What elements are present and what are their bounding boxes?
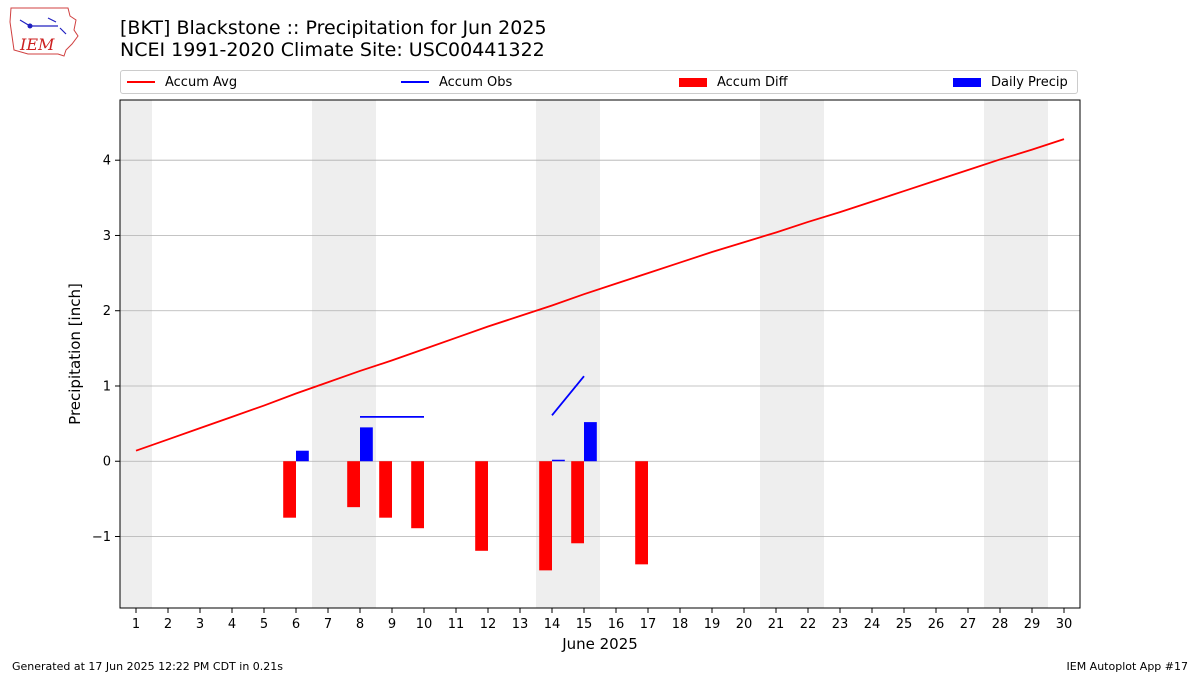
x-tick-label: 25 <box>896 617 913 632</box>
weekend-shade-0 <box>120 100 152 608</box>
x-tick-label: 30 <box>1056 617 1073 632</box>
x-tick-label: 20 <box>736 617 753 632</box>
iem-logo: IEM <box>9 7 79 57</box>
accum-avg-line <box>135 138 1065 452</box>
x-tick-label: 1 <box>132 617 140 632</box>
x-tick-label: 18 <box>672 617 689 632</box>
y-tick-label: 3 <box>103 229 111 244</box>
chart-title: [BKT] Blackstone :: Precipitation for Ju… <box>120 17 547 39</box>
footer-app-text: IEM Autoplot App #17 <box>1066 660 1189 673</box>
plot-frame <box>119 99 1081 609</box>
legend-swatch-daily-precip <box>953 77 981 87</box>
y-tick-label: 1 <box>103 379 111 394</box>
x-tick-label: 26 <box>928 617 945 632</box>
legend-swatch-accum-avg <box>127 81 155 83</box>
legend-item-accum-avg: Accum Avg <box>127 71 237 93</box>
legend-label-accum-obs: Accum Obs <box>439 74 513 90</box>
daily-precip-bar-day-14 <box>552 459 565 462</box>
x-tick-label: 8 <box>356 617 364 632</box>
weekend-shading-layer <box>120 100 1048 608</box>
daily-precip-bar-day-8 <box>360 427 373 462</box>
accum-obs-line-segment-1 <box>551 375 585 416</box>
y-tick-label: −1 <box>92 530 111 545</box>
x-tick-label: 6 <box>292 617 300 632</box>
bars-layer <box>283 422 648 571</box>
daily-precip-bar-day-6 <box>296 450 309 462</box>
legend-item-accum-obs: Accum Obs <box>401 71 512 93</box>
weekend-shade-1 <box>312 100 376 608</box>
y-axis-title: Precipitation [inch] <box>66 283 84 425</box>
x-tick-label: 10 <box>416 617 433 632</box>
iem-logo-text: IEM <box>19 35 55 54</box>
accum-diff-bar-day-17 <box>635 461 648 565</box>
accum-diff-bar-day-14 <box>539 461 552 571</box>
x-tick-label: 2 <box>164 617 172 632</box>
x-tick-label: 7 <box>324 617 332 632</box>
x-tick-label: 29 <box>1024 617 1041 632</box>
x-tick-label: 9 <box>388 617 396 632</box>
x-tick-label: 11 <box>448 617 465 632</box>
legend-item-daily-precip: Daily Precip <box>953 71 1068 93</box>
y-tick-label: 4 <box>103 154 111 169</box>
x-tick-label: 17 <box>640 617 657 632</box>
legend-label-accum-avg: Accum Avg <box>165 74 238 90</box>
weekend-shade-4 <box>984 100 1048 608</box>
accum-diff-bar-day-10 <box>411 461 424 529</box>
x-tick-label: 16 <box>608 617 625 632</box>
x-tick-label: 27 <box>960 617 977 632</box>
legend: Accum Avg Accum Obs Accum Diff Daily Pre… <box>120 70 1078 94</box>
accum-diff-bar-day-9 <box>379 461 392 518</box>
x-tick-label: 3 <box>196 617 204 632</box>
x-tick-label: 13 <box>512 617 529 632</box>
weekend-shade-3 <box>760 100 824 608</box>
x-tick-label: 12 <box>480 617 497 632</box>
y-tick-label: 0 <box>103 455 111 470</box>
x-tick-label: 24 <box>864 617 881 632</box>
accum-diff-bar-day-15 <box>571 461 584 544</box>
x-axis-title: June 2025 <box>561 635 638 653</box>
chart-subtitle: NCEI 1991-2020 Climate Site: USC00441322 <box>120 39 545 61</box>
x-tick-label: 23 <box>832 617 849 632</box>
x-tick-label: 4 <box>228 617 236 632</box>
daily-precip-bar-day-15 <box>584 422 597 462</box>
x-tick-label: 28 <box>992 617 1009 632</box>
legend-swatch-accum-obs <box>401 81 429 83</box>
legend-label-accum-diff: Accum Diff <box>717 74 788 90</box>
accum-diff-bar-day-8 <box>347 461 360 508</box>
accum-diff-bar-day-6 <box>283 461 296 518</box>
legend-swatch-accum-diff <box>679 77 707 87</box>
footer-generated-text: Generated at 17 Jun 2025 12:22 PM CDT in… <box>12 660 284 673</box>
x-tick-label: 14 <box>544 617 561 632</box>
legend-item-accum-diff: Accum Diff <box>679 71 788 93</box>
legend-label-daily-precip: Daily Precip <box>991 74 1068 90</box>
accum-diff-bar-day-12 <box>475 461 488 551</box>
gridlines-layer <box>120 159 1080 537</box>
x-tick-label: 15 <box>576 617 593 632</box>
x-tick-label: 22 <box>800 617 817 632</box>
x-tick-label: 5 <box>260 617 268 632</box>
x-tick-label: 21 <box>768 617 785 632</box>
x-tick-label: 19 <box>704 617 721 632</box>
lines-layer <box>135 138 1065 452</box>
y-tick-label: 2 <box>103 304 111 319</box>
